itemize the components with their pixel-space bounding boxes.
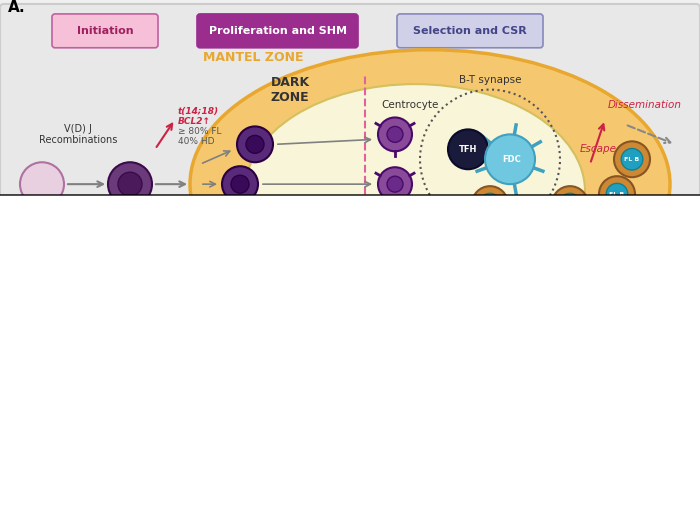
Ellipse shape: [245, 84, 585, 298]
Text: Naïve
B cell: Naïve B cell: [117, 215, 143, 235]
Circle shape: [552, 186, 588, 222]
Text: LYMPH NODE
FOLLICLE: LYMPH NODE FOLLICLE: [610, 320, 686, 341]
Text: Proliferation and SHM: Proliferation and SHM: [209, 26, 347, 36]
Text: Apoptosis defect: Apoptosis defect: [475, 374, 580, 384]
Polygon shape: [262, 462, 690, 522]
Text: MANTEL ZONE: MANTEL ZONE: [203, 51, 303, 64]
Circle shape: [222, 166, 258, 202]
Text: MLL2 (80%): MLL2 (80%): [391, 430, 449, 440]
Circle shape: [108, 162, 152, 206]
Text: FL B: FL B: [482, 201, 498, 207]
Text: 40% HD: 40% HD: [178, 137, 214, 146]
FancyBboxPatch shape: [0, 4, 700, 358]
Circle shape: [387, 176, 403, 192]
Text: FL B: FL B: [610, 192, 624, 197]
Circle shape: [377, 221, 413, 257]
Circle shape: [237, 126, 273, 162]
Text: BONE MARROW: BONE MARROW: [24, 326, 120, 336]
Circle shape: [606, 183, 628, 205]
Text: LIGHT
ZONE: LIGHT ZONE: [509, 210, 551, 238]
Text: FL B: FL B: [298, 264, 313, 269]
Circle shape: [246, 135, 264, 153]
Circle shape: [480, 193, 500, 215]
Circle shape: [472, 186, 508, 222]
Circle shape: [231, 175, 249, 193]
Circle shape: [378, 167, 412, 201]
Circle shape: [378, 118, 412, 151]
Circle shape: [20, 162, 64, 206]
Circle shape: [118, 172, 142, 196]
Text: FDC: FDC: [503, 155, 522, 164]
Text: B.: B.: [8, 355, 25, 369]
Text: EZH2 (27%): EZH2 (27%): [391, 478, 449, 488]
Text: Genomic Instability: Genomic Instability: [310, 374, 430, 384]
Text: FL B: FL B: [624, 157, 640, 162]
Text: V(D) J
Recombinations: V(D) J Recombinations: [38, 124, 117, 145]
Text: Survival advantage and additional genetic aberrations: Survival advantage and additional geneti…: [258, 417, 582, 427]
Text: Dissemination: Dissemination: [608, 100, 682, 110]
FancyBboxPatch shape: [197, 14, 358, 48]
Circle shape: [387, 126, 403, 142]
Circle shape: [559, 193, 581, 215]
Text: BCL2↑: BCL2↑: [178, 117, 211, 126]
Text: Secondary events accumulation
and tumor progression: Secondary events accumulation and tumor …: [445, 484, 645, 506]
Text: B-T synapse: B-T synapse: [458, 75, 522, 85]
Text: EPHA7 (72%): EPHA7 (72%): [388, 442, 452, 452]
Ellipse shape: [190, 50, 670, 318]
Polygon shape: [300, 387, 540, 412]
Text: Initiation: Initiation: [77, 26, 133, 36]
Circle shape: [512, 221, 568, 277]
Circle shape: [287, 249, 323, 285]
Text: TNFRSF14 (18-46%): TNFRSF14 (18-46%): [371, 466, 469, 476]
Circle shape: [621, 149, 643, 170]
Text: Selection and CSR: Selection and CSR: [413, 26, 527, 36]
Circle shape: [525, 234, 555, 264]
Circle shape: [448, 130, 488, 169]
FancyBboxPatch shape: [52, 14, 158, 48]
Circle shape: [599, 176, 635, 212]
FancyBboxPatch shape: [397, 14, 543, 48]
Text: CREBBP/EP300 (40%): CREBBP/EP300 (40%): [368, 454, 472, 464]
Circle shape: [237, 211, 273, 247]
Text: ≥ 80% FL: ≥ 80% FL: [178, 127, 221, 136]
Text: Centroblast: Centroblast: [234, 254, 295, 264]
Text: ✕: ✕: [427, 245, 443, 264]
Text: A.: A.: [8, 1, 26, 15]
Circle shape: [614, 141, 650, 177]
Text: Apoptosis: Apoptosis: [514, 272, 566, 282]
Text: Centrocyte: Centrocyte: [382, 100, 439, 110]
Circle shape: [485, 134, 535, 184]
Text: t(14;18): t(14;18): [178, 107, 219, 116]
Text: BCL6 (10%): BCL6 (10%): [391, 490, 449, 500]
Circle shape: [387, 231, 403, 247]
Circle shape: [294, 256, 316, 278]
Text: DARK
ZONE: DARK ZONE: [270, 75, 309, 104]
Text: TFH: TFH: [458, 145, 477, 154]
Text: FL B: FL B: [562, 201, 578, 207]
Circle shape: [246, 220, 264, 238]
Text: Escape: Escape: [580, 144, 617, 154]
Text: Precursor
B cell: Precursor B cell: [20, 215, 64, 235]
